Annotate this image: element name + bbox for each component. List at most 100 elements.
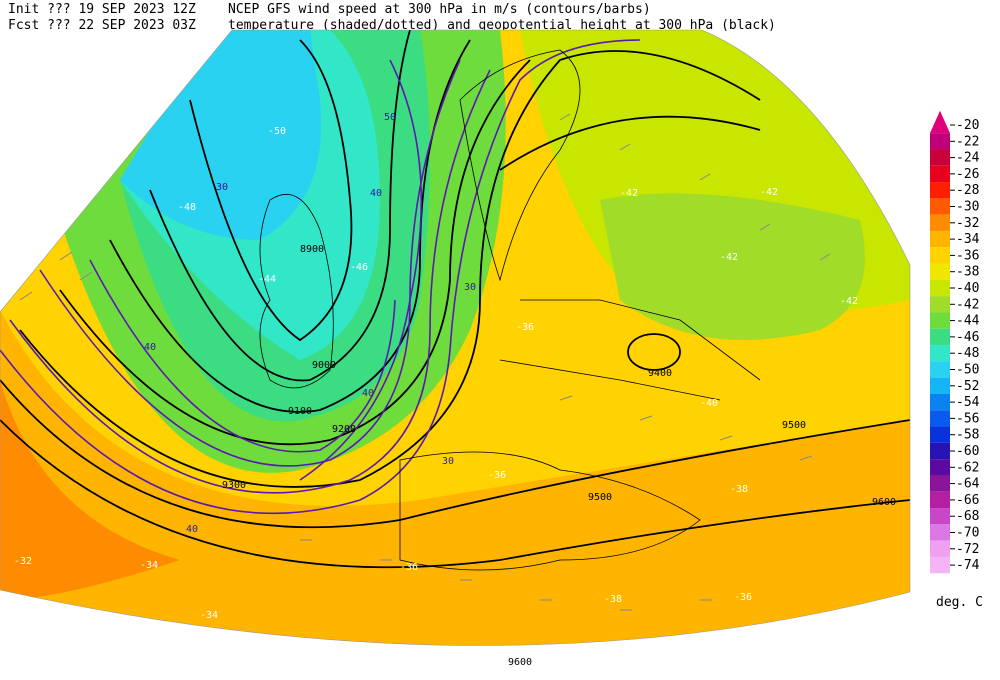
temp-label: -38 <box>730 484 748 495</box>
height-label: 9200 <box>332 424 356 435</box>
wind-contours <box>0 39 641 515</box>
colorbar-label: -68 <box>956 509 979 524</box>
colorbar-label: -52 <box>956 379 979 394</box>
colorbar-box <box>930 377 950 394</box>
title-line-1: NCEP GFS wind speed at 300 hPa in m/s (c… <box>228 2 651 17</box>
temp-label: -48 <box>178 202 196 213</box>
height-label: 8900 <box>300 244 324 255</box>
colorbar: -20-22-24-26-28-30-32-34-36-38-40-42-44-… <box>930 110 980 574</box>
colorbar-box <box>930 426 950 443</box>
shade-cyan <box>120 30 322 240</box>
map-field <box>0 30 910 646</box>
colorbar-label: -26 <box>956 167 979 182</box>
colorbar-label: -20 <box>956 118 979 133</box>
colorbar-label: -36 <box>956 248 979 263</box>
temp-label: -36 <box>400 562 418 573</box>
wind-label: 40 <box>186 524 198 535</box>
height-label: 9500 <box>782 420 806 431</box>
height-contours <box>0 30 910 569</box>
shade-light-green <box>600 193 865 340</box>
colorbar-box <box>930 149 950 166</box>
coastlines <box>259 49 761 571</box>
colorbar-box <box>930 345 950 362</box>
temp-label: -40 <box>700 398 718 409</box>
title-line-2: temperature (shaded/dotted) and geopoten… <box>228 18 776 33</box>
height-label: 9600 <box>508 657 532 668</box>
colorbar-box <box>930 182 950 199</box>
colorbar-label: -40 <box>956 281 979 296</box>
height-label: 9400 <box>648 368 672 379</box>
colorbar-label: -46 <box>956 330 979 345</box>
init-text: Init ??? 19 SEP 2023 12Z <box>8 2 196 17</box>
height-label: 9300 <box>222 480 246 491</box>
colorbar-box <box>930 328 950 346</box>
colorbar-box <box>930 393 950 411</box>
colorbar-box <box>930 214 950 231</box>
colorbar-label: -60 <box>956 444 979 459</box>
colorbar-box <box>930 556 950 574</box>
temp-label: -36 <box>488 470 506 481</box>
shade-orange <box>0 310 910 646</box>
temp-label: -46 <box>350 262 368 273</box>
colorbar-box <box>930 491 950 509</box>
temp-label: -42 <box>760 187 778 198</box>
colorbar-label: -50 <box>956 363 979 378</box>
height-label: 9600 <box>872 497 896 508</box>
colorbar-box <box>930 540 950 557</box>
colorbar-box <box>930 230 950 248</box>
shade-deep-orange <box>0 380 180 600</box>
wind-label: 30 <box>216 182 228 193</box>
colorbar-label: -22 <box>956 134 979 149</box>
fcst-text: Fcst ??? 22 SEP 2023 03Z <box>8 18 196 33</box>
colorbar-box <box>930 263 950 280</box>
temp-label: -44 <box>258 274 276 285</box>
colorbar-box <box>930 279 950 297</box>
colorbar-box <box>930 165 950 183</box>
colorbar-box <box>930 410 950 427</box>
temp-label: -36 <box>516 322 534 333</box>
colorbar-box <box>930 475 950 492</box>
colorbar-label: -38 <box>956 265 979 280</box>
colorbar-label: -70 <box>956 526 979 541</box>
height-label: 9000 <box>312 360 336 371</box>
temp-label: -50 <box>268 126 286 137</box>
colorbar-unit: deg. C <box>936 595 983 610</box>
wind-label: 50 <box>384 112 396 123</box>
temp-label: -36 <box>734 592 752 603</box>
colorbar-box <box>930 198 950 215</box>
colorbar-label: -62 <box>956 460 979 475</box>
temp-label: -32 <box>14 556 32 567</box>
wind-label: 30 <box>464 282 476 293</box>
colorbar-label: -32 <box>956 216 979 231</box>
colorbar-label: -34 <box>956 232 980 247</box>
wind-label: 30 <box>442 456 454 467</box>
colorbar-label: -58 <box>956 428 979 443</box>
colorbar-label: -54 <box>956 395 980 410</box>
temp-label: -38 <box>604 594 622 605</box>
colorbar-box <box>930 133 950 150</box>
colorbar-label: -64 <box>956 477 980 492</box>
colorbar-box <box>930 459 950 476</box>
colorbar-box <box>930 361 950 378</box>
temp-label: -42 <box>840 296 858 307</box>
colorbar-box <box>930 296 950 313</box>
colorbar-label: -28 <box>956 183 979 198</box>
colorbar-box <box>930 247 950 264</box>
colorbar-label: -42 <box>956 297 979 312</box>
domain-outline <box>0 29 911 646</box>
colorbar-label: -24 <box>956 151 980 166</box>
colorbar-box <box>930 442 950 460</box>
colorbar-box <box>930 524 950 541</box>
temp-label: -42 <box>720 252 738 263</box>
colorbar-label: -44 <box>956 314 980 329</box>
height-label: 9500 <box>588 492 612 503</box>
colorbar-box <box>930 508 950 525</box>
height-label: 9100 <box>288 406 312 417</box>
map-labels: 9600 9500 9500 9400 9300 9200 9100 9000 … <box>14 112 896 668</box>
colorbar-label: -48 <box>956 346 979 361</box>
colorbar-arrow <box>930 110 950 134</box>
colorbar-label: -74 <box>956 558 980 573</box>
colorbar-label: -72 <box>956 542 979 557</box>
wind-label: 40 <box>370 188 382 199</box>
